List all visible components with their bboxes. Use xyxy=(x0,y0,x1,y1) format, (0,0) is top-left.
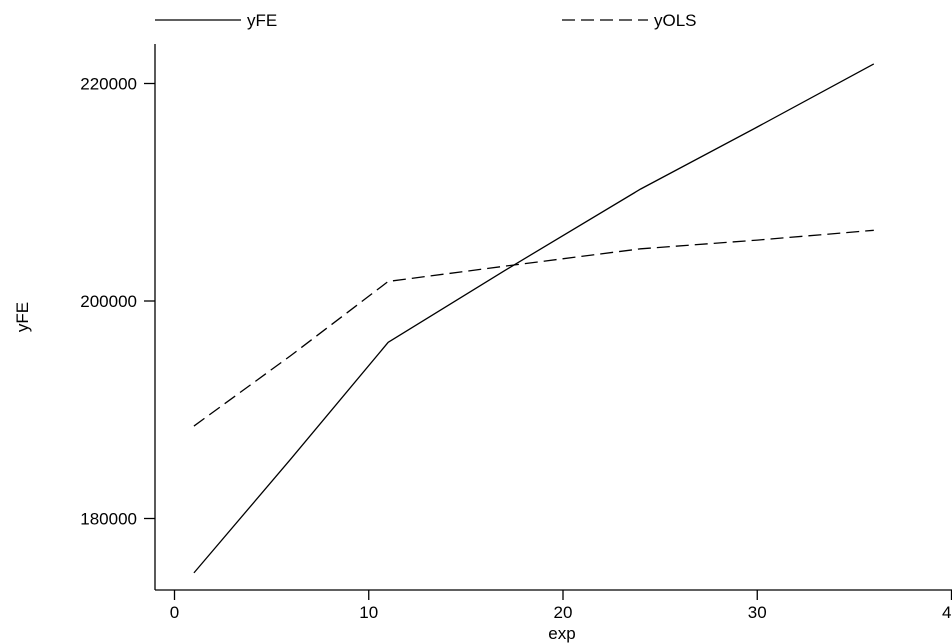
x-tick-label-4: 40 xyxy=(942,603,952,622)
y-axis-label: yFE xyxy=(13,302,32,332)
x-tick-label-2: 20 xyxy=(554,603,573,622)
x-ticks: 0 10 20 30 40 xyxy=(170,590,952,622)
y-tick-label-1: 200000 xyxy=(80,292,137,311)
series-line-yfe xyxy=(193,63,875,574)
x-axis-label: exp xyxy=(548,624,575,643)
y-tick-label-2: 220000 xyxy=(80,75,137,94)
y-tick-label-0: 180000 xyxy=(80,510,137,529)
legend-entry-yols: yOLS xyxy=(562,11,697,30)
legend-label-yfe: yFE xyxy=(247,11,277,30)
y-ticks: 180000 200000 220000 xyxy=(80,75,155,529)
legend-label-yols: yOLS xyxy=(654,11,697,30)
plot-lines xyxy=(193,63,875,574)
x-tick-label-1: 10 xyxy=(359,603,378,622)
legend-entry-yfe: yFE xyxy=(155,11,277,30)
x-tick-label-0: 0 xyxy=(170,603,179,622)
legend: yFE yOLS xyxy=(155,11,697,30)
axes: 180000 200000 220000 0 10 20 30 40 xyxy=(80,44,952,622)
x-tick-label-3: 30 xyxy=(748,603,767,622)
series-line-yols xyxy=(193,229,874,427)
